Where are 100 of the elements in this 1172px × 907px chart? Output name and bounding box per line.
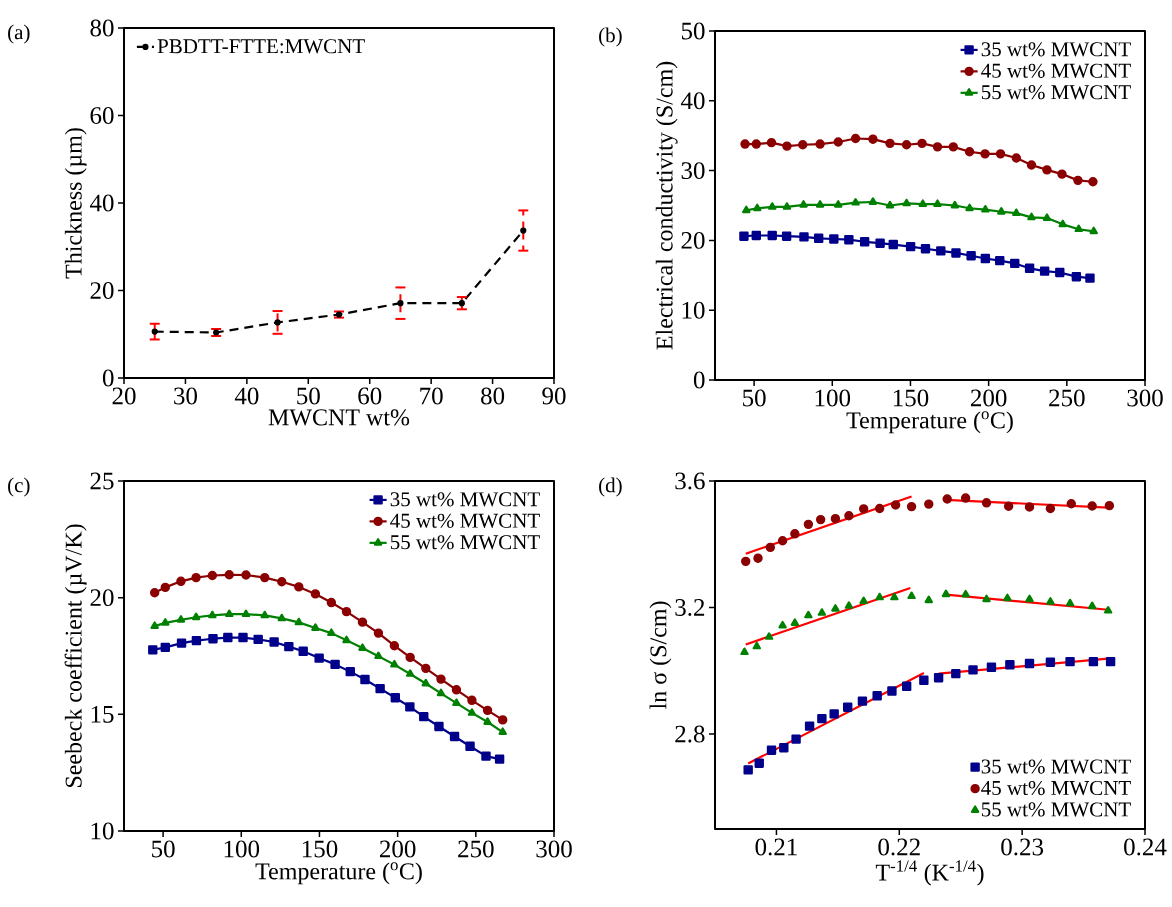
point bbox=[1104, 500, 1115, 511]
point bbox=[768, 202, 777, 210]
point bbox=[997, 207, 1006, 215]
y-tick-label: 30 bbox=[681, 162, 705, 180]
point bbox=[803, 519, 814, 530]
legend-label: 35 wt% MWCNT bbox=[390, 492, 540, 507]
point bbox=[1045, 657, 1056, 667]
point bbox=[419, 711, 429, 722]
point bbox=[314, 653, 324, 663]
point bbox=[494, 754, 505, 764]
point bbox=[742, 205, 751, 214]
point bbox=[260, 610, 269, 619]
y-tick-label: 20 bbox=[681, 231, 705, 249]
point bbox=[452, 698, 461, 707]
point bbox=[1042, 165, 1052, 175]
point bbox=[1012, 208, 1021, 217]
point bbox=[148, 645, 158, 655]
x-tick-label: 200 bbox=[970, 389, 1007, 407]
point bbox=[151, 328, 158, 335]
point bbox=[779, 742, 789, 753]
point bbox=[360, 674, 370, 685]
point bbox=[390, 659, 399, 668]
point bbox=[791, 734, 801, 744]
point bbox=[1024, 658, 1035, 669]
point bbox=[932, 142, 943, 152]
point bbox=[901, 140, 912, 150]
point bbox=[815, 139, 825, 149]
point bbox=[920, 244, 931, 254]
point bbox=[274, 319, 281, 326]
point bbox=[740, 647, 749, 656]
point bbox=[390, 693, 400, 703]
point bbox=[981, 498, 992, 508]
point bbox=[1105, 656, 1116, 667]
legend-label: 55 wt% MWCNT bbox=[390, 535, 540, 550]
point bbox=[857, 696, 868, 706]
point bbox=[933, 673, 944, 683]
point bbox=[223, 632, 233, 643]
point bbox=[311, 623, 320, 631]
point bbox=[765, 542, 775, 553]
point bbox=[498, 727, 507, 735]
point bbox=[483, 717, 492, 725]
point bbox=[942, 494, 952, 504]
point bbox=[766, 745, 777, 755]
point bbox=[208, 634, 218, 644]
x-tick-label: 0.21 bbox=[755, 838, 797, 856]
point bbox=[754, 758, 764, 768]
point bbox=[1085, 273, 1095, 283]
point bbox=[799, 232, 809, 242]
point bbox=[902, 198, 911, 207]
y-tick-label: 60 bbox=[90, 107, 114, 124]
point bbox=[1026, 160, 1037, 170]
y-tick-label: 40 bbox=[89, 194, 114, 212]
point bbox=[253, 634, 263, 645]
point bbox=[948, 142, 959, 152]
point bbox=[191, 612, 201, 621]
point bbox=[1065, 598, 1075, 607]
point bbox=[850, 133, 861, 144]
point bbox=[225, 609, 234, 618]
point bbox=[833, 137, 843, 147]
point bbox=[830, 513, 841, 524]
point bbox=[986, 662, 997, 673]
point bbox=[980, 149, 990, 159]
point bbox=[981, 204, 990, 213]
legend-label: 45 wt% MWCNT bbox=[390, 513, 540, 528]
point bbox=[741, 556, 751, 567]
point bbox=[782, 202, 792, 210]
y-tick-label: 20 bbox=[90, 589, 114, 607]
point bbox=[421, 663, 431, 674]
text: (a) bbox=[8, 24, 30, 44]
point bbox=[918, 199, 928, 207]
point bbox=[421, 678, 431, 687]
x-tick-label: 90 bbox=[542, 387, 566, 405]
point bbox=[868, 134, 878, 144]
point bbox=[467, 695, 477, 706]
x-axis-title: MWCNT wt% bbox=[268, 409, 410, 426]
point bbox=[176, 576, 186, 587]
point bbox=[1025, 594, 1034, 603]
y-axis-title: Thickness (µm) bbox=[64, 128, 87, 279]
point bbox=[933, 199, 942, 207]
point bbox=[389, 641, 400, 651]
point bbox=[995, 149, 1006, 159]
y-tick-label: 40 bbox=[680, 92, 705, 110]
point bbox=[191, 572, 201, 583]
x-tick-label: 300 bbox=[1127, 389, 1163, 407]
point bbox=[294, 582, 304, 592]
point bbox=[995, 255, 1005, 266]
point bbox=[842, 702, 853, 712]
point bbox=[890, 592, 899, 601]
y-tick-label: 0 bbox=[693, 371, 705, 389]
point bbox=[405, 652, 415, 663]
point bbox=[241, 570, 251, 580]
point bbox=[739, 231, 749, 241]
point bbox=[875, 238, 885, 248]
y-tick-label: 0 bbox=[102, 369, 114, 387]
point bbox=[458, 300, 465, 307]
point bbox=[294, 617, 304, 626]
point bbox=[844, 601, 854, 609]
point bbox=[1071, 271, 1082, 282]
point bbox=[778, 620, 787, 629]
point bbox=[374, 651, 383, 660]
